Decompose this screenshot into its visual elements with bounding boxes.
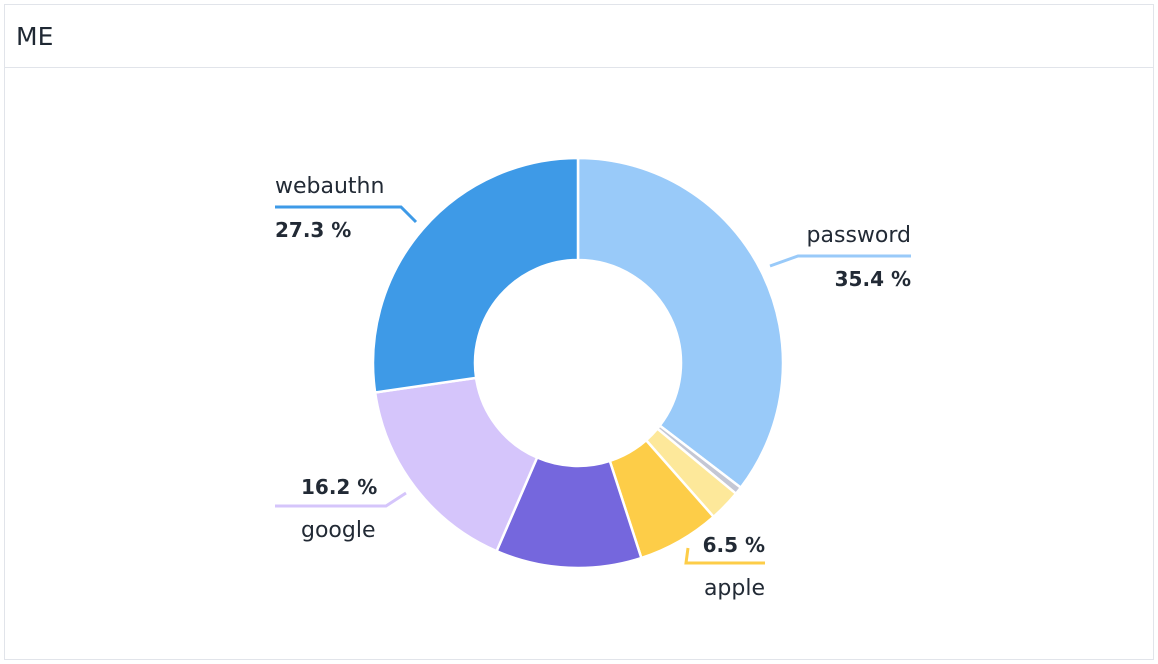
slice-value-password: 35.4 % xyxy=(835,267,911,291)
slice-webauthn[interactable] xyxy=(371,156,580,394)
leader-line-google xyxy=(275,491,407,508)
panel-title: ME xyxy=(16,22,54,51)
slice-value-webauthn: 27.3 % xyxy=(275,218,351,242)
slice-label-password: password xyxy=(807,223,911,248)
slice-value-google: 16.2 % xyxy=(301,475,377,499)
slice-label-apple: apple xyxy=(704,576,765,601)
slice-password[interactable] xyxy=(576,156,785,489)
leader-line-apple xyxy=(684,547,765,565)
slice-google[interactable] xyxy=(373,376,539,553)
slice-label-webauthn: webauthn xyxy=(275,174,384,199)
leader-line-password xyxy=(769,254,911,268)
panel-header: ME xyxy=(5,5,1153,68)
slice-value-apple: 6.5 % xyxy=(703,533,765,557)
leader-line-webauthn xyxy=(275,205,418,224)
slice-label-google: google xyxy=(301,518,376,543)
